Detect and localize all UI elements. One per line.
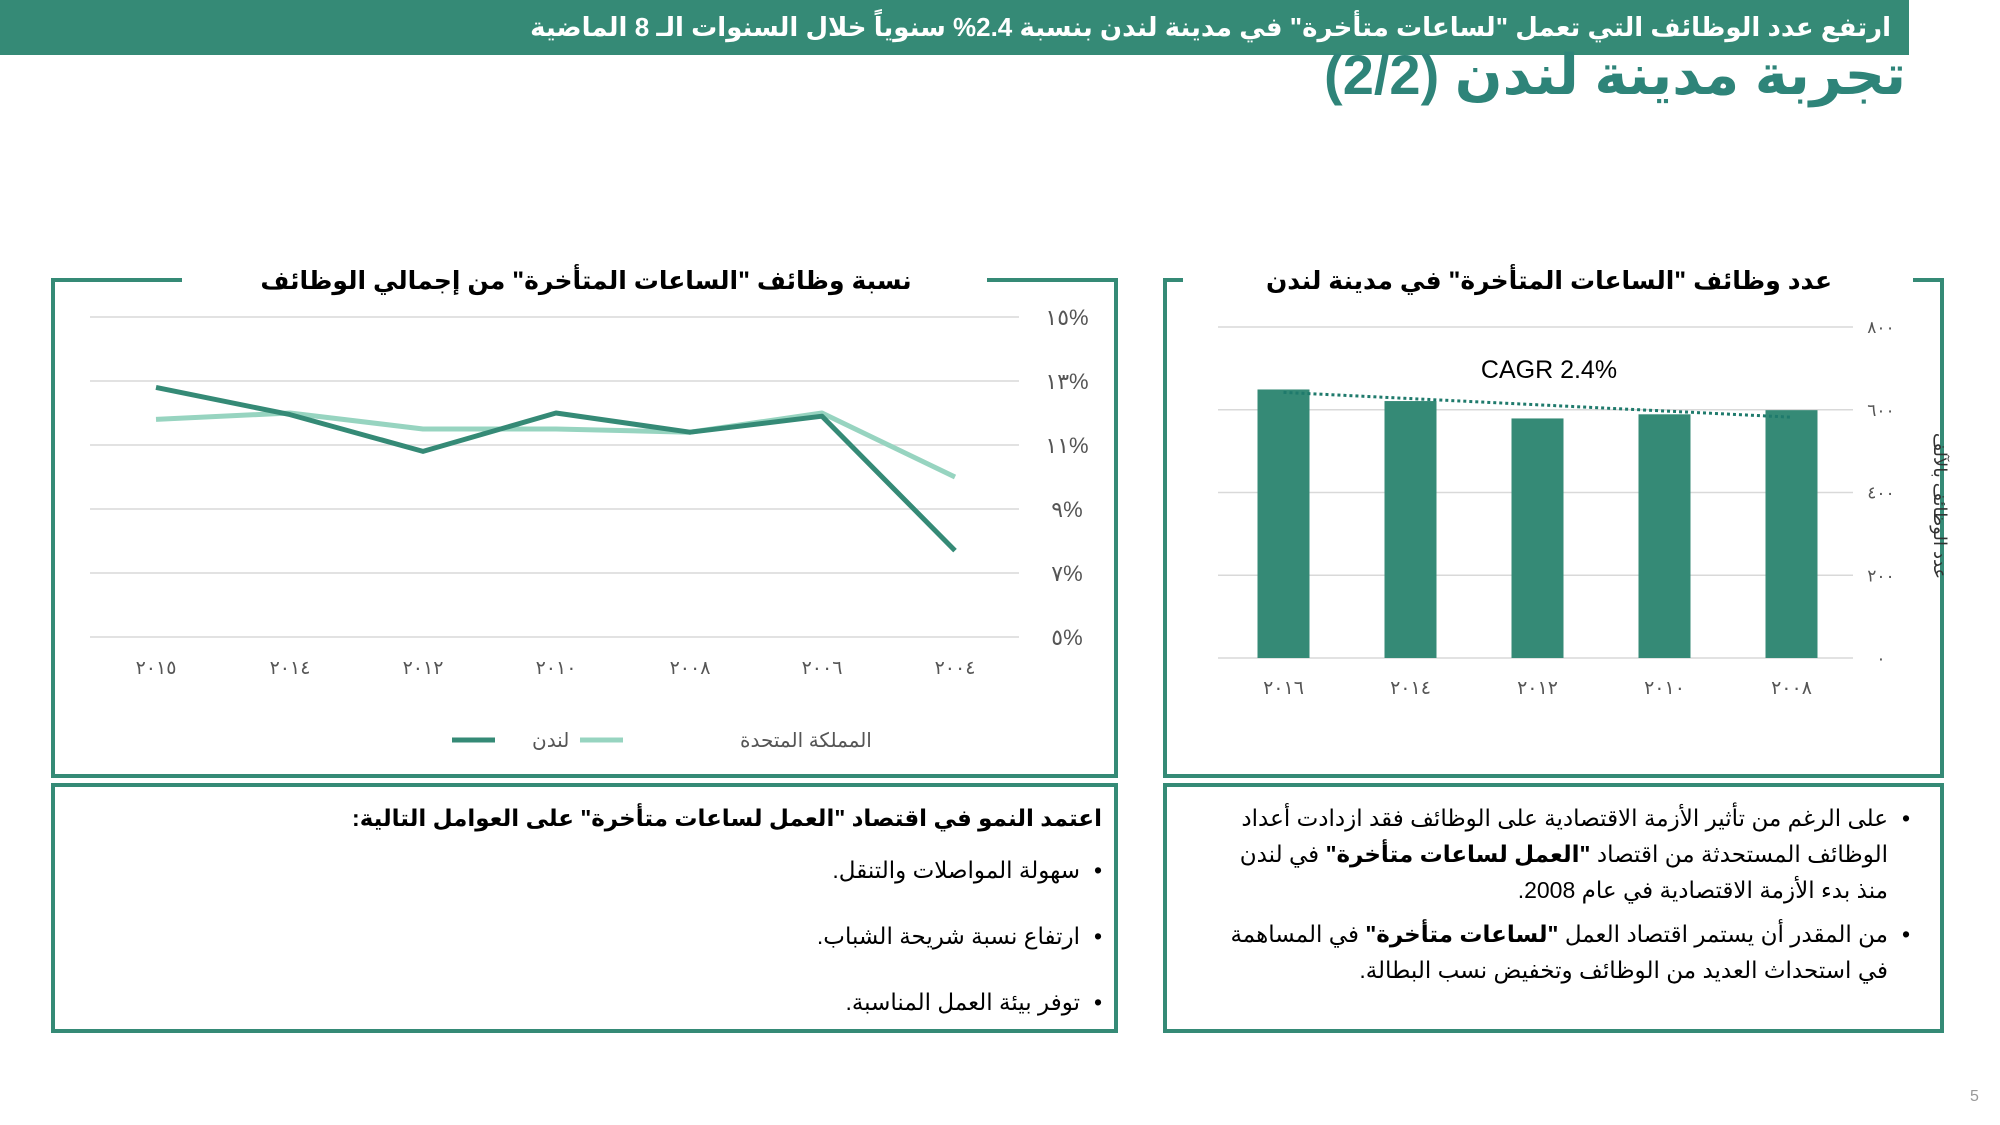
y-tick-label: ٩%: [1051, 497, 1082, 522]
bar: [1257, 389, 1310, 658]
y-tick-label: ٤٠٠: [1867, 484, 1894, 503]
bullet-text: في لندن منذ بدء الأزمة الاقتصادية في عام…: [1239, 841, 1888, 903]
bar: [1765, 410, 1818, 658]
bar: [1638, 414, 1691, 658]
bullet-item: ارتفاع نسبة شريحة الشباب.: [102, 918, 1102, 954]
x-tick-label: ٢٠١٠: [536, 658, 577, 679]
legend-label-uk: المملكة المتحدة: [740, 730, 872, 752]
y-tick-label: ٨٠٠: [1867, 318, 1894, 337]
bullet-text: على الرغم من تأثير الأزمة الاقتصادية على…: [1241, 805, 1888, 867]
panel-border: [51, 278, 182, 282]
right-text: على الرغم من تأثير الأزمة الاقتصادية على…: [1210, 800, 1910, 988]
line-chart-panel: [51, 278, 1118, 778]
bar: [1384, 401, 1437, 658]
x-tick-label: ٢٠١٢: [403, 658, 444, 679]
bar-chart-title: عدد وظائف "الساعات المتأخرة" في مدينة لن…: [1265, 267, 1833, 295]
cagr-annotation: CAGR 2.4%: [1481, 356, 1617, 384]
y-tick-label: ١٥%: [1045, 305, 1088, 330]
bullet-text: من المقدر أن يستمر اقتصاد العمل: [1558, 921, 1888, 947]
x-tick-label: ٢٠١٠: [1644, 678, 1685, 699]
bar-chart-panel: [1163, 278, 1944, 778]
left-heading: اعتمد النمو في اقتصاد "العمل لساعات متأخ…: [352, 805, 1102, 831]
x-tick-label: ٢٠١٦: [1263, 678, 1304, 699]
left-text-panel: [51, 783, 1118, 1033]
bar: [1511, 418, 1564, 658]
x-tick-label: ٢٠٠٨: [1771, 678, 1812, 699]
y-tick-label: ٠: [1876, 649, 1885, 668]
bullet-item: سهولة المواصلات والتنقل.: [102, 852, 1102, 888]
y-axis-title: عدد الوظائف بالآلف: [1929, 433, 1951, 579]
legend-label-london: لندن: [532, 730, 569, 752]
y-tick-label: ٦٠٠: [1867, 401, 1894, 420]
x-tick-label: ٢٠٠٨: [670, 658, 711, 679]
x-tick-label: ٢٠٠٤: [935, 658, 976, 679]
left-text: اعتمد النمو في اقتصاد "العمل لساعات متأخ…: [102, 800, 1102, 1020]
banner-text: ارتفع عدد الوظائف التي تعمل "لساعات متأخ…: [530, 12, 1891, 42]
x-tick-label: ٢٠٠٦: [802, 658, 843, 679]
right-text-panel: [1163, 783, 1944, 1033]
panel-border: [987, 278, 1118, 282]
bullet-item: من المقدر أن يستمر اقتصاد العمل "لساعات …: [1210, 916, 1910, 988]
page-number: 5: [1970, 1088, 1979, 1105]
line-chart-title: نسبة وظائف "الساعات المتأخرة" من إجمالي …: [260, 267, 912, 295]
y-tick-label: ٥%: [1051, 625, 1082, 650]
y-tick-label: ٢٠٠: [1867, 566, 1894, 585]
panel-border: [1913, 278, 1944, 282]
y-tick-label: ٧%: [1051, 561, 1082, 586]
bullet-bold: "لساعات متأخرة": [1365, 921, 1559, 947]
x-tick-label: ٢٠١٤: [270, 658, 311, 679]
bullet-text: في المساهمة في استحداث العديد من الوظائف…: [1230, 921, 1888, 983]
bullet-bold: "العمل لساعات متأخرة": [1325, 841, 1591, 867]
y-tick-label: ١٣%: [1045, 369, 1088, 394]
x-tick-label: ٢٠١٤: [1390, 678, 1431, 699]
bullet-item: على الرغم من تأثير الأزمة الاقتصادية على…: [1210, 800, 1910, 908]
headline-banner: ارتفع عدد الوظائف التي تعمل "لساعات متأخ…: [0, 0, 1909, 55]
series-line-london: [155, 384, 957, 553]
page-title: تجربة مدينة لندن (2/2): [1324, 43, 1906, 106]
bullet-item: توفر بيئة العمل المناسبة.: [102, 984, 1102, 1020]
x-tick-label: ٢٠١٢: [1517, 678, 1558, 699]
x-tick-label: ٢٠١٥: [136, 658, 177, 679]
y-tick-label: ١١%: [1045, 433, 1088, 458]
trendline: [1283, 390, 1792, 419]
panel-border: [1163, 278, 1183, 282]
